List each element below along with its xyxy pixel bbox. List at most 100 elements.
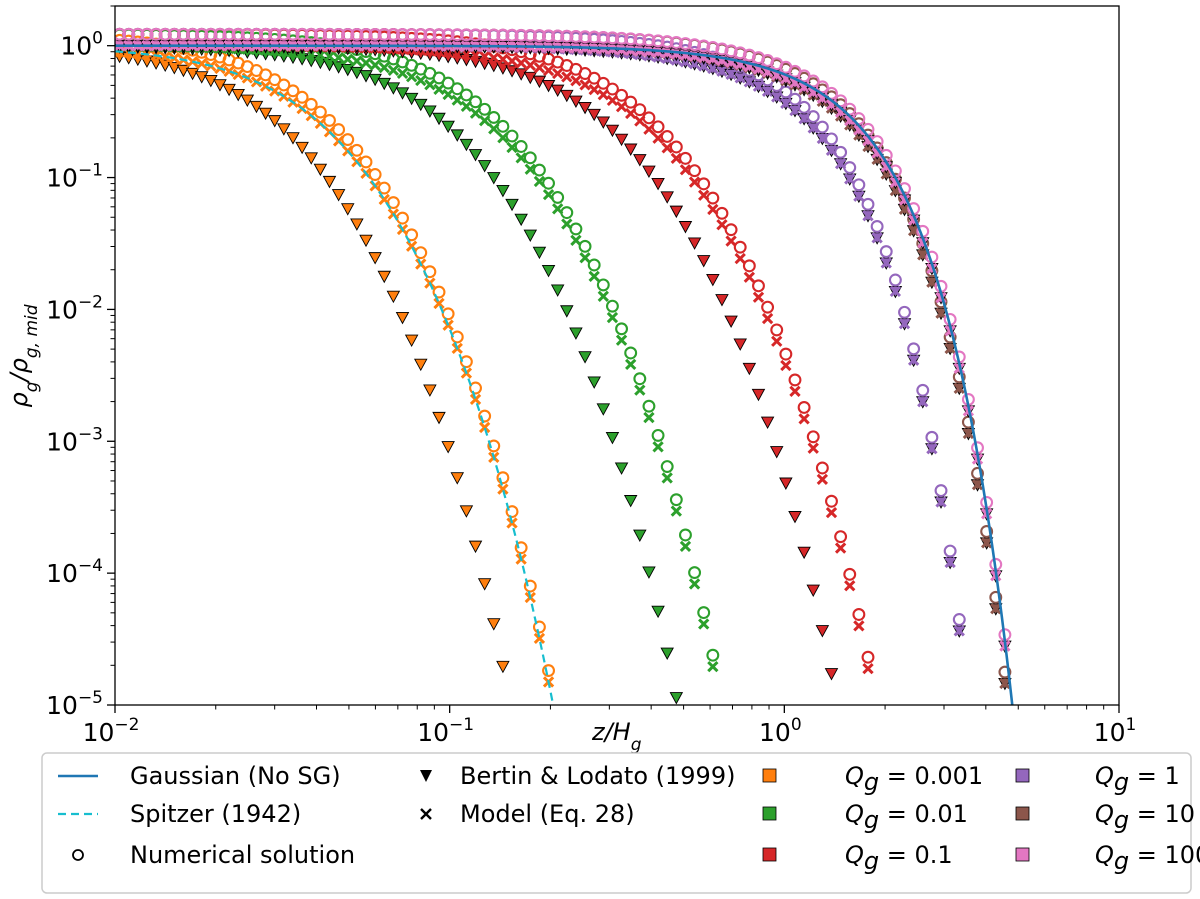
- bl-marker: [788, 511, 802, 524]
- bl-marker: [769, 446, 784, 459]
- numerical-marker: [615, 88, 629, 102]
- bl-marker: [258, 107, 273, 121]
- bl-marker: [404, 92, 419, 106]
- model-marker: [944, 556, 956, 569]
- numerical-marker: [505, 129, 519, 143]
- model-marker: [926, 443, 938, 455]
- bl-marker: [660, 191, 674, 204]
- numerical-marker: [469, 95, 482, 109]
- numerical-marker: [724, 44, 738, 58]
- bl-marker: [642, 165, 656, 179]
- numerical-marker: [916, 383, 930, 397]
- numerical-marker: [660, 460, 674, 473]
- bl-marker: [824, 668, 839, 681]
- numerical-marker: [478, 409, 492, 423]
- legend-swatch-q-3: [762, 847, 777, 862]
- model-marker: [625, 358, 637, 371]
- bl-marker: [569, 95, 583, 109]
- numerical-marker: [551, 190, 565, 204]
- model-marker: [834, 542, 847, 554]
- numerical-marker: [651, 428, 665, 442]
- numerical-marker: [624, 95, 638, 109]
- bl-marker: [185, 67, 200, 81]
- bl-marker: [651, 178, 665, 191]
- bl-marker: [623, 143, 638, 156]
- numerical-marker: [861, 650, 875, 664]
- numerical-marker: [523, 151, 537, 165]
- x-tick-label: 100: [759, 715, 802, 747]
- numerical-marker: [770, 323, 784, 337]
- numerical-marker: [952, 613, 966, 626]
- legend-label-q-3: Qg = 0.1: [845, 841, 953, 875]
- numerical-marker: [806, 430, 820, 444]
- numerical-marker: [669, 140, 683, 154]
- x-tick-label: 10−2: [83, 715, 140, 747]
- model-marker: [670, 152, 682, 165]
- bl-marker: [313, 163, 328, 177]
- numerical-marker: [359, 155, 373, 169]
- bl-marker: [386, 290, 401, 304]
- bl-marker: [322, 175, 337, 189]
- numerical-marker: [532, 29, 546, 43]
- model-marker: [542, 64, 555, 77]
- model-marker: [232, 68, 244, 81]
- x-tick-label: 10−1: [417, 715, 474, 747]
- numerical-marker: [304, 97, 318, 111]
- numerical-marker: [514, 541, 528, 555]
- numerical-marker: [788, 373, 802, 387]
- numerical-marker: [587, 30, 601, 44]
- bl-marker: [560, 305, 574, 318]
- model-marker: [825, 506, 838, 519]
- bl-marker: [359, 70, 373, 83]
- legend-swatch-q-6: [1015, 847, 1030, 862]
- bl-marker: [468, 149, 483, 162]
- numerical-marker: [186, 27, 200, 41]
- model-marker: [771, 335, 783, 347]
- numerical-marker: [907, 342, 921, 356]
- numerical-marker: [341, 27, 355, 41]
- numerical-marker: [423, 28, 437, 42]
- numerical-marker: [660, 130, 674, 143]
- model-marker: [935, 307, 947, 319]
- numerical-marker: [879, 245, 893, 259]
- model-marker: [798, 413, 810, 425]
- numerical-marker: [706, 40, 720, 54]
- legend-label-q-2: Qg = 0.01: [845, 800, 968, 834]
- numerical-marker: [843, 567, 857, 581]
- bl-marker: [487, 172, 501, 185]
- numerical-marker: [815, 120, 829, 134]
- numerical-marker: [478, 28, 492, 42]
- numerical-marker: [268, 73, 282, 87]
- bl-marker: [505, 198, 519, 212]
- y-tick-label: 10−5: [46, 688, 103, 720]
- bl-marker: [587, 108, 601, 122]
- model-marker: [478, 50, 491, 63]
- legend-swatch-bertin: [420, 770, 432, 782]
- legend-swatch-q-1: [762, 768, 777, 783]
- bl-marker: [614, 133, 629, 147]
- model-marker: [789, 385, 801, 397]
- bl-marker: [605, 432, 620, 445]
- numerical-marker: [669, 36, 683, 49]
- numerical-marker: [295, 27, 309, 41]
- bl-marker: [614, 462, 629, 475]
- numerical-marker: [514, 140, 528, 153]
- numerical-marker: [843, 161, 857, 174]
- bl-marker: [487, 618, 501, 631]
- legend-swatch-q-5: [1015, 806, 1030, 821]
- model-marker: [889, 285, 902, 298]
- numerical-marker: [259, 27, 273, 41]
- numerical-marker: [596, 30, 610, 44]
- model-marker: [342, 53, 354, 65]
- model-marker: [844, 580, 856, 592]
- numerical-marker: [204, 27, 218, 41]
- model-marker: [898, 317, 911, 330]
- numerical-marker: [313, 105, 327, 119]
- legend-swatch-model: [420, 808, 432, 820]
- bl-marker: [395, 311, 410, 325]
- bl-marker: [331, 189, 346, 202]
- legend-label-gaussian: Gaussian (No SG): [130, 762, 341, 790]
- legend-label-model: Model (Eq. 28): [460, 800, 635, 828]
- bl-marker: [724, 315, 738, 328]
- legend-label-q-5: Qg = 10: [1095, 800, 1195, 834]
